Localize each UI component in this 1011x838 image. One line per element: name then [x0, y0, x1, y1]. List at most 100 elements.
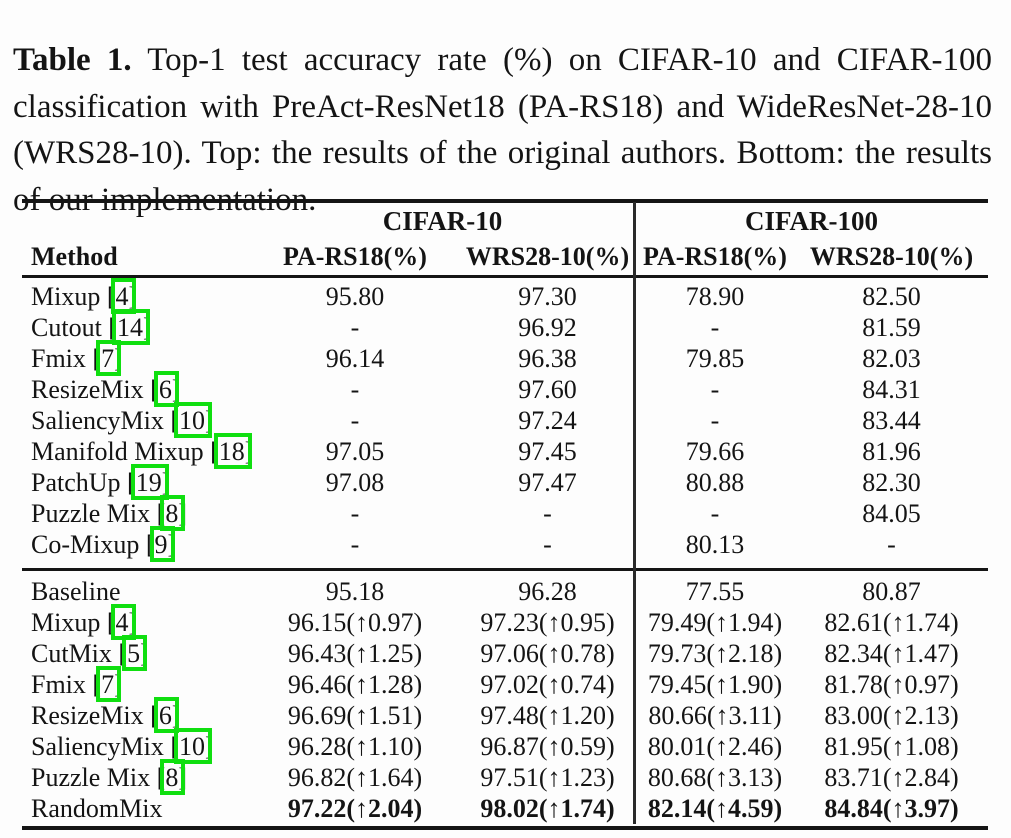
column-header-method: Method: [31, 242, 118, 271]
value-cell: 96.28: [518, 577, 577, 607]
value-cell: 97.45: [518, 436, 577, 466]
table-row: Puzzle Mix [8] - - - 84.05: [22, 494, 988, 531]
column-header-pars18-c100: PA-RS18(%): [643, 242, 787, 271]
value-cell: -: [710, 406, 720, 435]
value-cell: -: [350, 406, 360, 435]
value-cell: 96.38: [518, 344, 577, 374]
value-cell: 82.14(↑4.59): [647, 793, 783, 823]
value-cell: -: [350, 313, 360, 343]
column-header-pars18-c10: PA-RS18(%): [283, 242, 427, 271]
value-cell: 96.92: [518, 313, 577, 343]
value-cell: 80.88: [685, 467, 745, 497]
value-cell: 97.08: [325, 467, 385, 497]
citation-number: 8: [160, 494, 186, 531]
table-row: Cutout [14] - 96.92 - 81.59: [22, 309, 988, 346]
citation-number: 10: [174, 727, 213, 764]
value-cell: 83.71(↑2.84): [824, 762, 959, 792]
value-cell: 96.69(↑1.51): [287, 701, 423, 731]
value-cell: 97.48(↑1.20): [480, 701, 615, 731]
value-cell: 79.73(↑2.18): [647, 639, 783, 669]
value-cell: 98.02(↑1.74): [480, 793, 615, 823]
value-cell: 79.85: [685, 344, 745, 374]
group-header-row: CIFAR-10 CIFAR-100: [22, 203, 988, 239]
column-header-wrs2810-c10: WRS28-10(%): [465, 242, 630, 271]
value-cell: 97.30: [518, 282, 577, 312]
value-cell: 96.28(↑1.10): [287, 731, 423, 761]
method-cell: ResizeMix [6]: [22, 371, 250, 408]
value-cell: 83.00(↑2.13): [824, 701, 959, 731]
value-cell: 79.49(↑1.94): [647, 608, 783, 638]
table-row: PatchUp [19] 97.08 97.47 80.88 82.30: [22, 463, 988, 500]
citation-annotation-box: [96, 340, 122, 377]
value-cell: -: [710, 313, 720, 343]
value-cell: 96.14: [325, 344, 385, 374]
citation-annotation-box: [213, 432, 252, 469]
value-cell: 96.82(↑1.64): [287, 762, 423, 792]
method-cell: Fmix [7]: [22, 666, 250, 703]
table-row: Baseline 95.18 96.28 77.55 80.87: [22, 577, 988, 608]
table-row: ResizeMix [6] 96.69(↑1.51) 97.48(↑1.20) 80.…: [22, 697, 988, 734]
column-divider: [633, 202, 636, 824]
citation-annotation-box: [130, 463, 169, 500]
table-row: Fmix [7] 96.46(↑1.28) 97.02(↑0.74) 79.45(↑1…: [22, 666, 988, 703]
method-cell: Baseline: [31, 577, 121, 607]
citation-number: 18: [213, 432, 252, 469]
value-cell: 97.51(↑1.23): [480, 762, 615, 792]
method-cell: CutMix [5]: [22, 635, 250, 672]
value-cell: 79.66: [685, 436, 745, 466]
citation-number: 4: [110, 604, 136, 641]
value-cell: -: [710, 498, 720, 528]
value-cell: 97.22(↑2.04): [287, 793, 423, 823]
citation-number: 8: [160, 758, 186, 795]
value-cell: 84.05: [862, 498, 921, 528]
value-cell: 81.96: [862, 436, 921, 466]
table-row: Mixup [4] 96.15(↑0.97) 97.23(↑0.95) 79.49(↑…: [22, 604, 988, 641]
column-header-row: Method PA-RS18(%) WRS28-10(%) PA-RS18(%)…: [22, 239, 988, 275]
value-cell: 80.68(↑3.13): [647, 762, 783, 792]
citation-number: 7: [96, 666, 122, 703]
method-cell: Manifold Mixup [18]: [22, 432, 253, 469]
table-row: Puzzle Mix [8] 96.82(↑1.64) 97.51(↑1.23) 80…: [22, 758, 988, 795]
method-cell: PatchUp [19]: [22, 463, 250, 500]
citation-annotation-box: [153, 371, 179, 408]
table-caption: Table 1. Top-1 test accuracy rate (%) on…: [13, 37, 992, 223]
table-row: CutMix [5] 96.43(↑1.25) 97.06(↑0.78) 79.73(…: [22, 635, 988, 672]
value-cell: 78.90: [685, 282, 745, 312]
value-cell: 82.61(↑1.74): [824, 608, 959, 638]
citation-annotation-box: [174, 402, 213, 438]
citation-annotation-box: [110, 604, 136, 641]
value-cell: 97.06(↑0.78): [480, 639, 615, 669]
group-header-cifar10: CIFAR-10: [382, 205, 503, 236]
method-cell: Fmix [7]: [22, 340, 250, 377]
value-cell: 80.01(↑2.46): [647, 731, 783, 761]
table-row: Mixup [4] 95.80 97.30 78.90 82.50: [22, 278, 988, 315]
method-cell: ResizeMix [6]: [22, 697, 250, 734]
value-cell: 79.45(↑1.90): [647, 670, 783, 700]
value-cell: 97.02(↑0.74): [480, 670, 615, 700]
value-cell: 97.23(↑0.95): [480, 608, 615, 638]
table-row: SaliencyMix [10] 96.28(↑1.10) 96.87(↑0.59)…: [22, 727, 988, 764]
value-cell: -: [887, 529, 896, 559]
value-cell: 82.03: [862, 344, 921, 374]
citation-number: 5: [122, 635, 148, 672]
value-cell: 82.30: [862, 467, 921, 497]
citation-annotation-box: [153, 697, 179, 734]
table-rule-under-header: [22, 275, 988, 278]
method-cell: Mixup [4]: [22, 278, 250, 315]
value-cell: 97.05: [325, 436, 385, 466]
method-cell: Cutout [14]: [22, 309, 250, 346]
method-cell: SaliencyMix [10]: [22, 727, 250, 764]
value-cell: -: [350, 529, 360, 559]
value-cell: 80.13: [685, 529, 745, 559]
method-cell: Mixup [4]: [22, 604, 250, 641]
method-cell: Puzzle Mix [8]: [22, 758, 250, 795]
caption-label: Table 1.: [13, 42, 132, 78]
citation-number: 4: [110, 278, 136, 315]
citation-number: 6: [153, 371, 179, 408]
citation-annotation-box: [110, 278, 136, 315]
citation-number: 9: [149, 525, 175, 562]
table-row: RandomMix 97.22(↑2.04) 98.02(↑1.74) 82.14(↑…: [22, 793, 988, 824]
value-cell: 80.66(↑3.11): [648, 701, 782, 731]
our-implementation-section: Baseline 95.18 96.28 77.55 80.87 Mixup [4] 96.…: [22, 571, 988, 826]
